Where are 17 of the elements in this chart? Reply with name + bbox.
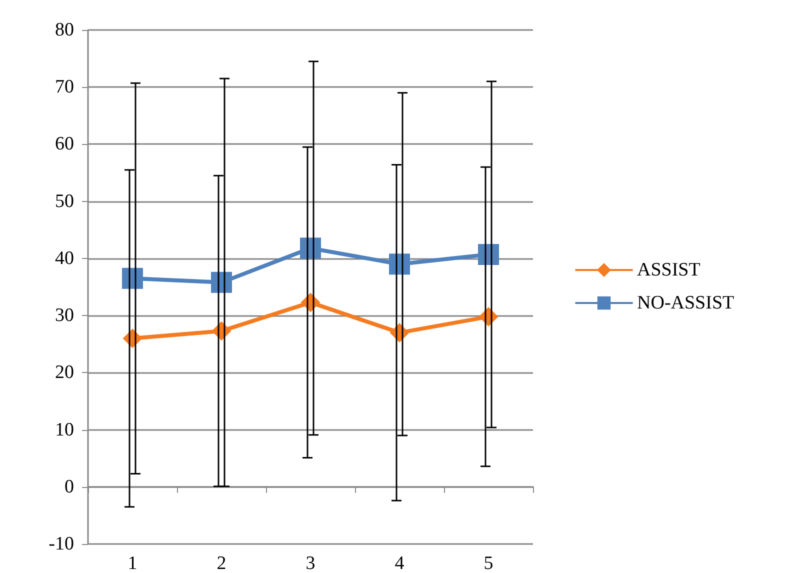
x-tick-label: 5 [484,553,494,573]
y-tick-label: 40 [55,248,74,269]
y-tick-label: 0 [64,476,74,498]
y-tick-label: -10 [48,534,74,554]
y-tick-label: 70 [55,76,74,98]
y-tick-label: 10 [55,419,74,440]
legend-label: NO-ASSIST [637,292,735,314]
x-tick-label: 2 [216,553,226,573]
x-tick-label: 3 [306,553,316,573]
x-tick-label: 4 [394,553,405,573]
y-tick-label: 20 [55,362,74,384]
y-tick-label: 80 [55,20,74,40]
legend-label: ASSIST [637,260,701,280]
x-tick-label: 1 [128,553,138,573]
y-tick-label: 50 [55,190,74,212]
y-tick-label: 60 [55,134,74,155]
y-tick-label: 30 [55,305,74,326]
